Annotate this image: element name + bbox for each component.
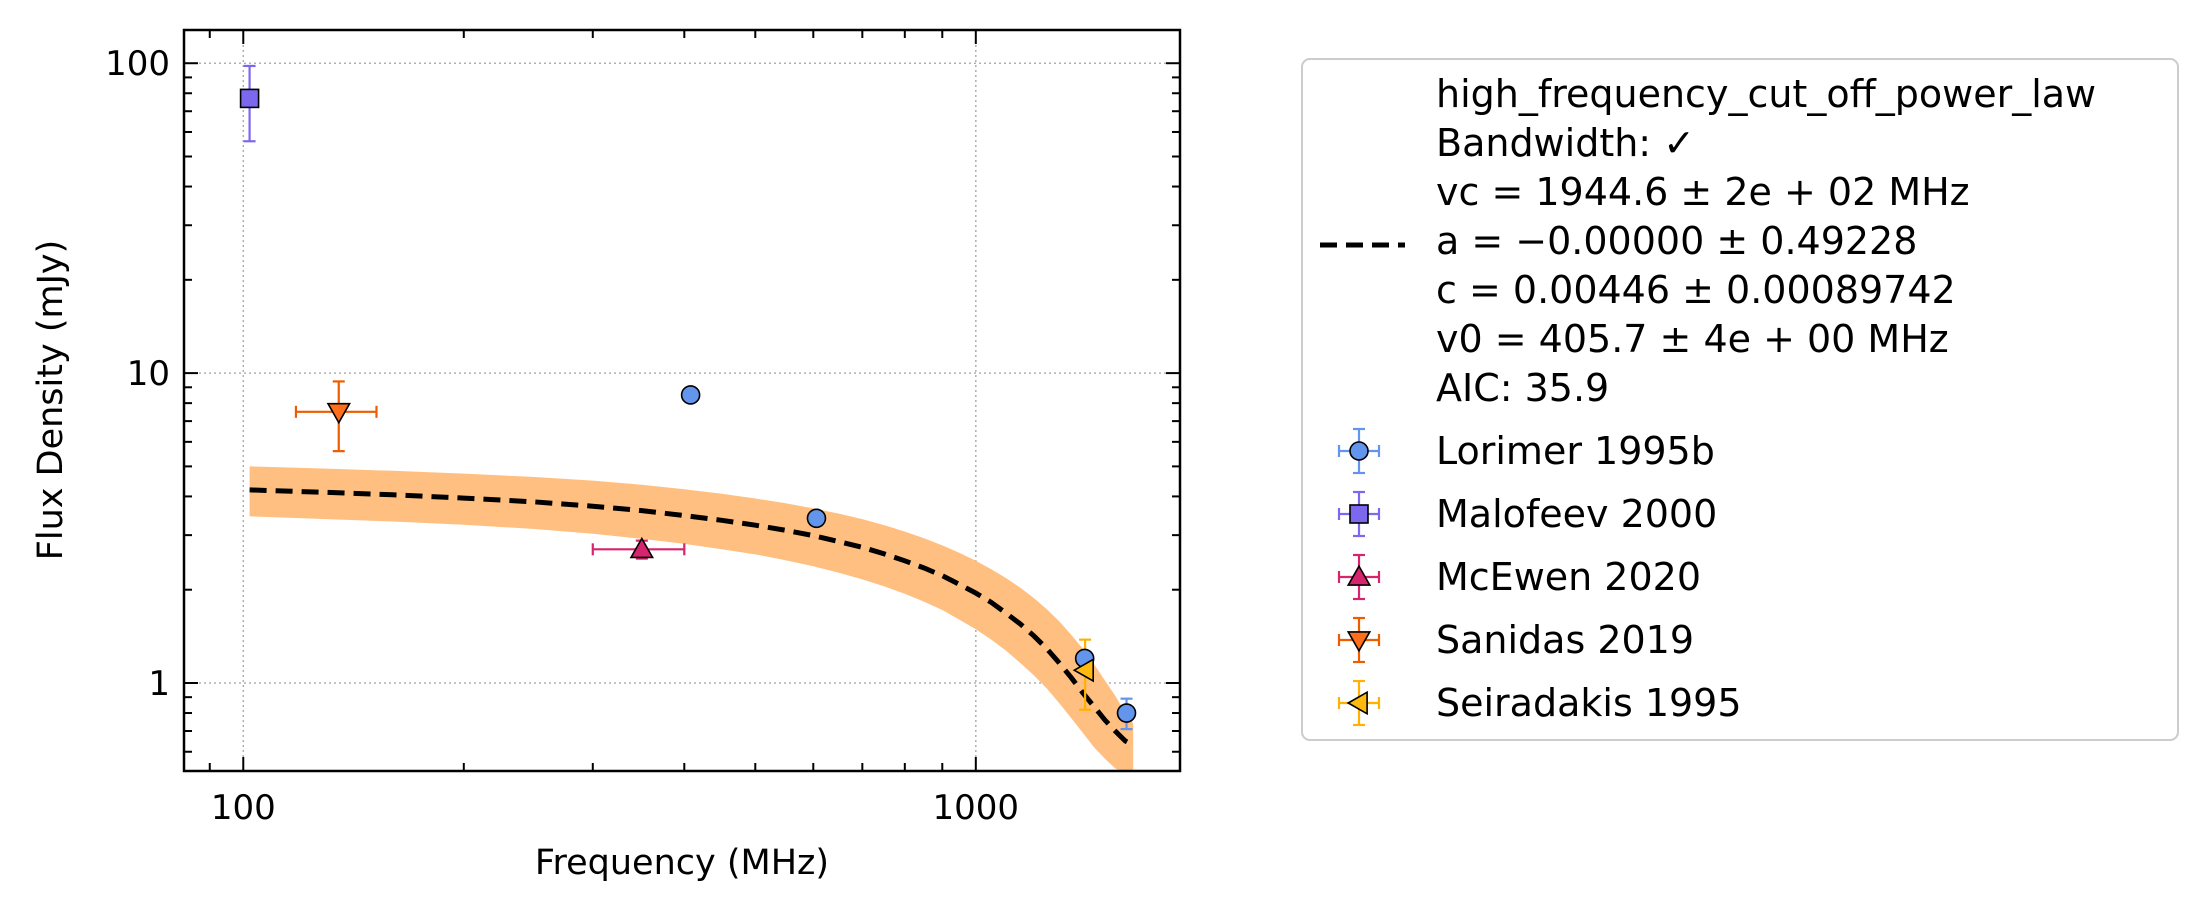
legend-entry: Sanidas 2019	[1337, 616, 1694, 664]
legend-marker	[1349, 504, 1369, 524]
legend-fit-line: Bandwidth: ✓	[1436, 121, 1695, 165]
fit-curve-layer	[249, 487, 1135, 748]
x-tick-label: 1000	[933, 788, 1020, 828]
legend-marker	[1346, 564, 1372, 586]
x-axis-title: Frequency (MHz)	[535, 843, 829, 883]
fit-band-layer	[249, 466, 1134, 771]
plot-frame	[182, 28, 1182, 773]
legend-entry: McEwen 2020	[1337, 553, 1701, 601]
axis-ticks	[184, 30, 1180, 771]
legend: high_frequency_cut_off_power_law Bandwidt…	[1301, 58, 2179, 741]
legend-label: Malofeev 2000	[1436, 492, 1717, 536]
grid	[184, 30, 1180, 771]
y-axis-title: Flux Density (mJy)	[31, 240, 71, 561]
legend-entry: Malofeev 2000	[1337, 490, 1717, 538]
legend-series: Lorimer 1995b Malofeev 2000 McEwen 2020 San…	[1337, 427, 1742, 727]
marker-layer	[239, 88, 1137, 723]
legend-fit-line: v0 = 405.7 ± 4e + 00 MHz	[1436, 317, 1949, 361]
data-point-lorimer-1995b	[1116, 703, 1137, 723]
data-point-lorimer-1995b	[680, 385, 701, 405]
legend-label: Sanidas 2019	[1436, 618, 1694, 662]
legend-fit-text: high_frequency_cut_off_power_law Bandwidt…	[1436, 72, 2096, 410]
fit-uncertainty-band	[249, 466, 1134, 771]
data-point-lorimer-1995b	[806, 508, 827, 529]
legend-label: Lorimer 1995b	[1436, 429, 1715, 473]
data-point-seiradakis-1995	[1072, 658, 1094, 683]
data-point-mcewen-2020	[629, 536, 654, 559]
legend-entry: Seiradakis 1995	[1337, 679, 1742, 727]
legend-fit-line: vc = 1944.6 ± 2e + 02 MHz	[1436, 170, 1970, 214]
y-tick-label: 10	[127, 354, 170, 394]
fit-curve	[249, 487, 1135, 748]
legend-box	[1301, 58, 2179, 741]
legend-fit-line: a = −0.00000 ± 0.49228	[1436, 219, 1917, 263]
axis-tick-labels: 100 1000 1 10 100	[105, 44, 1019, 828]
legend-label: McEwen 2020	[1436, 555, 1701, 599]
legend-marker	[1346, 690, 1368, 716]
legend-entry: Lorimer 1995b	[1337, 427, 1715, 475]
legend-marker	[1346, 631, 1372, 653]
data-point-malofeev-2000	[239, 88, 260, 109]
legend-fit-line: c = 0.00446 ± 0.00089742	[1436, 268, 1956, 312]
y-tick-label: 100	[105, 44, 170, 84]
legend-fit-line: AIC: 35.9	[1436, 366, 1609, 410]
x-tick-label: 100	[211, 788, 276, 828]
y-tick-label: 1	[148, 664, 170, 704]
data-point-sanidas-2019	[326, 402, 351, 425]
legend-marker	[1349, 441, 1369, 461]
legend-label: Seiradakis 1995	[1436, 681, 1742, 725]
legend-fit-line: high_frequency_cut_off_power_law	[1436, 72, 2096, 116]
